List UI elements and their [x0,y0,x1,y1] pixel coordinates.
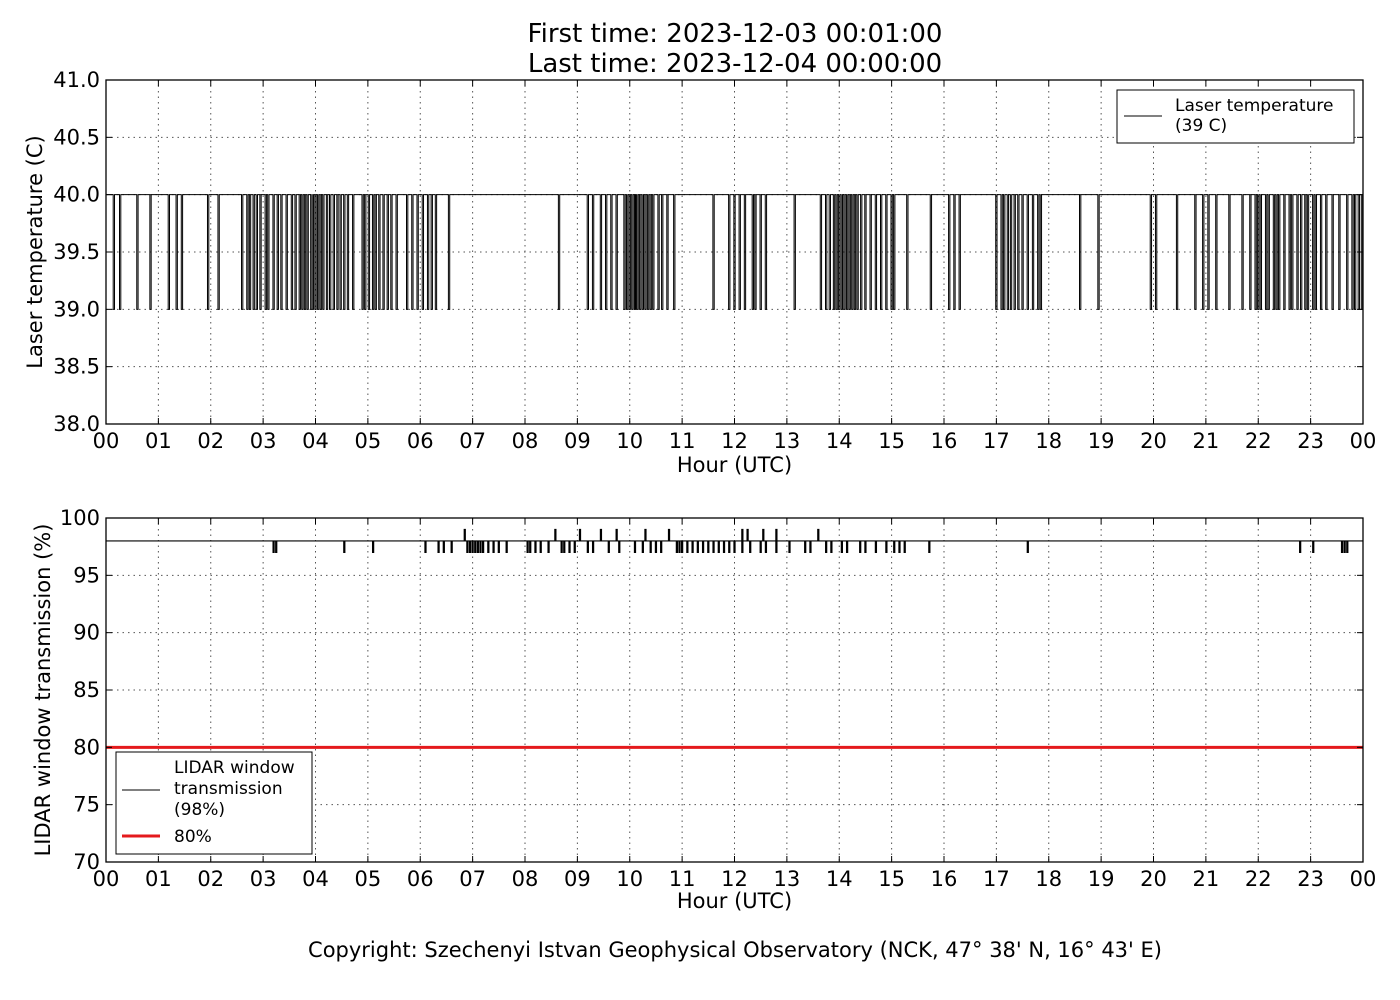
top-legend: Laser temperature (39 C) [1116,89,1355,144]
bottom-y-tick-label: 100 [60,506,100,530]
top-x-tick-label: 20 [1140,429,1167,453]
bottom-data [106,528,1363,749]
top-y-tick-label: 38.5 [53,355,100,379]
bottom-x-tick-label: 03 [250,867,277,891]
bottom-x-tick-label: 14 [826,867,853,891]
top-x-tick-label: 21 [1193,429,1220,453]
top-x-tick-label: 05 [355,429,382,453]
bottom-legend-label-line-3: (98%) [174,800,225,820]
bottom-ticks: 00 01 02 03 04 05 06 07 08 09 10 11 12 13 14 15 16 17 18 19… [60,506,1376,891]
bottom-x-tick-label: 12 [721,867,748,891]
bottom-x-tick-label: 16 [931,867,958,891]
top-legend-label-line-2: (39 C) [1175,116,1227,136]
top-x-tick-label: 00 [93,429,120,453]
bottom-y-tick-label: 90 [73,621,100,645]
bottom-x-tick-label: 15 [878,867,905,891]
top-x-tick-label: 07 [459,429,486,453]
copyright: Copyright: Szechenyi Istvan Geophysical … [308,938,1162,962]
top-x-tick-label: 13 [774,429,801,453]
bottom-x-tick-label: 02 [197,867,224,891]
top-x-tick-label: 22 [1245,429,1272,453]
bottom-legend-label-80: 80% [174,827,212,847]
top-y-tick-label: 41.0 [53,68,100,92]
bottom-x-tick-label: 22 [1245,867,1272,891]
bottom-y-tick-label: 95 [73,563,100,587]
laser-temperature-chart: 00 01 02 03 04 05 06 07 08 09 10 11 12 13 14 15 16 17 18 19… [23,68,1376,477]
top-x-tick-label: 17 [983,429,1010,453]
bottom-x-tick-label: 17 [983,867,1010,891]
bottom-x-tick-label: 07 [459,867,486,891]
bottom-x-tick-label: 10 [616,867,643,891]
top-y-axis-label: Laser temperature (C) [23,135,47,368]
top-x-tick-label: 04 [302,429,329,453]
top-x-tick-label: 09 [564,429,591,453]
bottom-x-tick-label: 00 [93,867,120,891]
bottom-x-tick-label: 04 [302,867,329,891]
top-x-tick-label: 18 [1035,429,1062,453]
top-grid [106,80,1363,424]
top-x-tick-label: 03 [250,429,277,453]
bottom-x-tick-label: 21 [1193,867,1220,891]
bottom-x-tick-label: 19 [1088,867,1115,891]
top-y-tick-label: 38.0 [53,412,100,436]
top-x-tick-label: 14 [826,429,853,453]
bottom-y-axis-label: LIDAR window transmission (%) [31,524,55,857]
lidar-transmission-series-line [106,528,1363,553]
bottom-x-tick-label: 00 [1350,867,1377,891]
bottom-x-tick-label: 23 [1297,867,1324,891]
bottom-legend: LIDAR window transmission (98%) 80% [115,751,313,855]
bottom-y-tick-label: 75 [73,793,100,817]
bottom-x-tick-label: 01 [145,867,172,891]
top-x-tick-label: 19 [1088,429,1115,453]
bottom-x-tick-label: 11 [669,867,696,891]
bottom-x-tick-label: 08 [512,867,539,891]
top-x-tick-label: 12 [721,429,748,453]
bottom-x-tick-label: 20 [1140,867,1167,891]
top-x-tick-label: 15 [878,429,905,453]
top-y-tick-label: 40.0 [53,183,100,207]
top-ticks: 00 01 02 03 04 05 06 07 08 09 10 11 12 13 14 15 16 17 18 19… [53,68,1376,453]
top-x-axis-label: Hour (UTC) [677,453,792,477]
top-y-tick-label: 39.0 [53,297,100,321]
top-x-tick-label: 16 [931,429,958,453]
title-line-2: Last time: 2023-12-04 00:00:00 [528,49,942,79]
lidar-transmission-chart: 00 01 02 03 04 05 06 07 08 09 10 11 12 13 14 15 16 17 18 19… [31,506,1376,913]
bottom-x-tick-label: 18 [1035,867,1062,891]
bottom-x-tick-label: 13 [774,867,801,891]
bottom-x-tick-label: 05 [355,867,382,891]
top-x-tick-label: 10 [616,429,643,453]
top-data [107,194,1364,310]
top-y-tick-label: 39.5 [53,240,100,264]
top-y-tick-label: 40.5 [53,125,100,149]
bottom-y-tick-label: 80 [73,735,100,759]
laser-temperature-series-line [107,194,1364,310]
top-x-tick-label: 01 [145,429,172,453]
bottom-x-tick-label: 06 [407,867,434,891]
top-x-tick-label: 02 [197,429,224,453]
top-x-tick-label: 00 [1350,429,1377,453]
bottom-legend-label-line-1: LIDAR window [174,758,295,778]
bottom-y-tick-label: 85 [73,678,100,702]
bottom-x-tick-label: 09 [564,867,591,891]
top-legend-label-line-1: Laser temperature [1175,96,1333,116]
top-x-tick-label: 11 [669,429,696,453]
bottom-x-axis-label: Hour (UTC) [677,889,792,913]
top-x-tick-label: 08 [512,429,539,453]
bottom-legend-label-line-2: transmission [174,779,283,799]
bottom-y-tick-label: 70 [73,850,100,874]
title-line-1: First time: 2023-12-03 00:01:00 [528,19,943,49]
top-x-tick-label: 06 [407,429,434,453]
top-x-tick-label: 23 [1297,429,1324,453]
